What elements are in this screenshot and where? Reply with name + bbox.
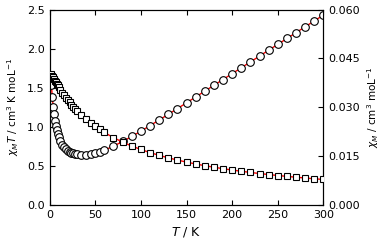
X-axis label: $T$ / K: $T$ / K xyxy=(171,225,202,239)
Y-axis label: $\chi_M$ / cm$^3$ moL$^{-1}$: $\chi_M$ / cm$^3$ moL$^{-1}$ xyxy=(366,66,382,148)
Y-axis label: $\chi_M T$ / cm$^3$ K moL$^{-1}$: $\chi_M T$ / cm$^3$ K moL$^{-1}$ xyxy=(5,58,21,156)
